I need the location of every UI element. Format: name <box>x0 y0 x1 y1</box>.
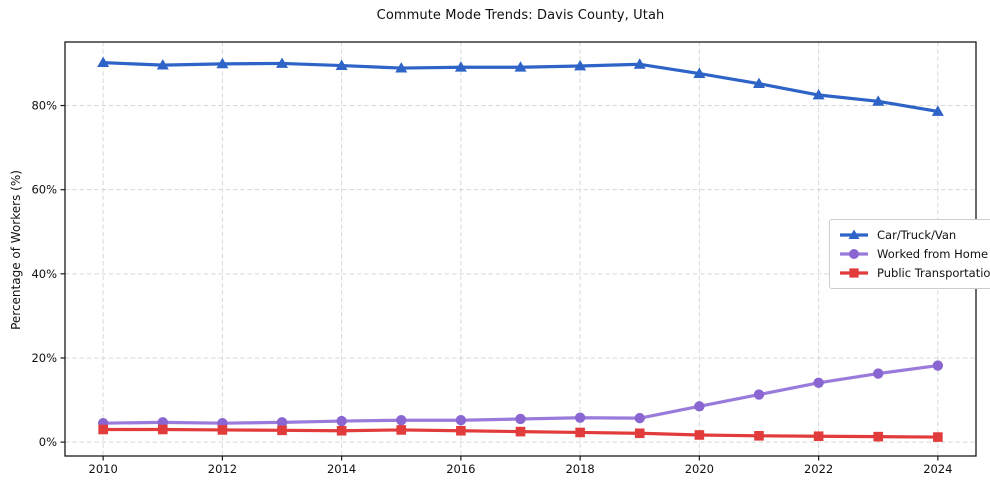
triangle-marker <box>216 57 229 69</box>
y-tick-label: 0% <box>39 435 57 449</box>
square-marker <box>396 425 407 435</box>
legend-sample-icon <box>840 229 868 239</box>
chart-title: Commute Mode Trends: Davis County, Utah <box>376 8 665 23</box>
square-marker <box>98 424 108 435</box>
circle-marker <box>753 389 765 400</box>
square-marker <box>515 426 526 437</box>
triangle-marker <box>335 59 348 70</box>
square-marker <box>217 425 228 435</box>
triangle-marker <box>514 61 527 72</box>
square-marker <box>277 425 287 436</box>
x-tick-label: 2022 <box>804 462 833 476</box>
triangle-marker <box>633 58 646 69</box>
legend-item: Public Transportation <box>839 265 990 281</box>
x-tick-label: 2010 <box>89 462 118 476</box>
triangle-marker <box>812 89 825 100</box>
triangle-marker <box>931 105 944 116</box>
legend-label: Car/Truck/Van <box>877 228 957 242</box>
triangle-marker <box>574 59 587 71</box>
circle-marker <box>276 417 288 428</box>
circle-marker <box>455 415 467 426</box>
circle-marker <box>694 401 705 412</box>
x-tick-label: 2012 <box>208 462 237 476</box>
triangle-marker <box>156 59 169 70</box>
triangle-marker <box>693 67 706 78</box>
triangle-marker <box>395 62 408 73</box>
legend: Car/Truck/Van Worked from Home Public Tran… <box>829 219 990 289</box>
square-marker-icon <box>849 268 859 278</box>
square-marker <box>336 425 347 436</box>
triangle-marker <box>276 57 289 68</box>
circle-marker <box>634 412 645 424</box>
circle-marker <box>932 360 944 371</box>
legend-sample-icon <box>840 268 868 278</box>
square-marker <box>813 431 824 442</box>
square-marker <box>634 428 645 439</box>
legend-item: Worked from Home <box>839 246 990 262</box>
x-tick-label: 2020 <box>685 462 714 476</box>
triangle-marker <box>97 56 110 68</box>
x-tick-label: 2016 <box>446 462 475 476</box>
triangle-marker <box>752 77 765 89</box>
x-tick-label: 2024 <box>923 462 952 476</box>
square-marker <box>873 431 884 442</box>
legend-label: Public Transportation <box>877 266 990 280</box>
legend-label: Worked from Home <box>877 247 989 261</box>
square-marker <box>933 432 943 442</box>
triangle-marker-icon <box>848 229 860 239</box>
circle-marker <box>396 415 407 426</box>
triangle-marker <box>454 61 467 72</box>
circle-marker <box>515 413 526 425</box>
square-marker <box>754 431 764 441</box>
y-tick-label: 20% <box>31 351 57 365</box>
y-tick-label: 80% <box>31 99 57 113</box>
circle-marker <box>574 412 586 423</box>
circle-marker <box>813 377 824 388</box>
square-marker <box>157 424 168 435</box>
x-tick-label: 2014 <box>327 462 356 476</box>
y-tick-label: 60% <box>31 183 57 197</box>
x-tick-label: 2018 <box>565 462 594 476</box>
square-marker <box>575 427 585 438</box>
circle-marker <box>873 368 884 379</box>
y-tick-label: 40% <box>31 267 57 281</box>
legend-item: Car/Truck/Van <box>839 227 990 243</box>
circle-marker-icon <box>849 249 859 259</box>
square-marker <box>456 425 466 436</box>
circle-marker <box>336 415 347 427</box>
triangle-marker <box>872 95 885 106</box>
legend-sample-icon <box>840 249 868 259</box>
square-marker <box>694 430 705 440</box>
